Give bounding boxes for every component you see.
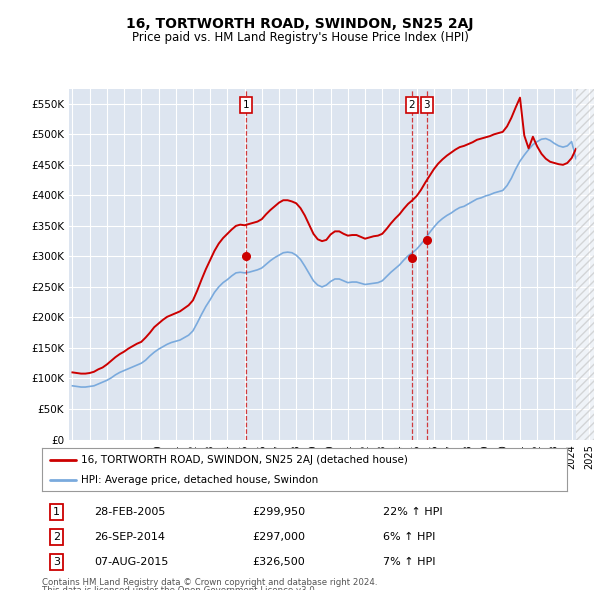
Text: Price paid vs. HM Land Registry's House Price Index (HPI): Price paid vs. HM Land Registry's House … <box>131 31 469 44</box>
Text: 6% ↑ HPI: 6% ↑ HPI <box>383 532 436 542</box>
Text: £299,950: £299,950 <box>252 507 305 517</box>
Text: 1: 1 <box>53 507 60 517</box>
Text: 7% ↑ HPI: 7% ↑ HPI <box>383 557 436 567</box>
Text: 28-FEB-2005: 28-FEB-2005 <box>95 507 166 517</box>
Text: 07-AUG-2015: 07-AUG-2015 <box>95 557 169 567</box>
Text: 22% ↑ HPI: 22% ↑ HPI <box>383 507 443 517</box>
Text: 26-SEP-2014: 26-SEP-2014 <box>95 532 166 542</box>
Text: £326,500: £326,500 <box>252 557 305 567</box>
Text: Contains HM Land Registry data © Crown copyright and database right 2024.: Contains HM Land Registry data © Crown c… <box>42 578 377 587</box>
Text: This data is licensed under the Open Government Licence v3.0.: This data is licensed under the Open Gov… <box>42 586 317 590</box>
Text: 1: 1 <box>242 100 249 110</box>
Text: 2: 2 <box>53 532 60 542</box>
Text: £297,000: £297,000 <box>252 532 305 542</box>
Text: 16, TORTWORTH ROAD, SWINDON, SN25 2AJ (detached house): 16, TORTWORTH ROAD, SWINDON, SN25 2AJ (d… <box>82 455 408 465</box>
Text: HPI: Average price, detached house, Swindon: HPI: Average price, detached house, Swin… <box>82 476 319 485</box>
Text: 3: 3 <box>424 100 430 110</box>
Text: 2: 2 <box>409 100 415 110</box>
Text: 3: 3 <box>53 557 60 567</box>
Bar <box>576 88 594 440</box>
Text: 16, TORTWORTH ROAD, SWINDON, SN25 2AJ: 16, TORTWORTH ROAD, SWINDON, SN25 2AJ <box>126 17 474 31</box>
